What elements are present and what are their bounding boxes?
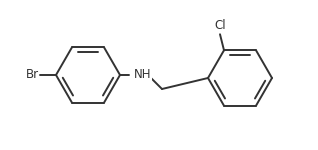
Text: Br: Br bbox=[26, 69, 39, 81]
Text: Cl: Cl bbox=[214, 19, 226, 32]
Text: NH: NH bbox=[134, 69, 151, 81]
